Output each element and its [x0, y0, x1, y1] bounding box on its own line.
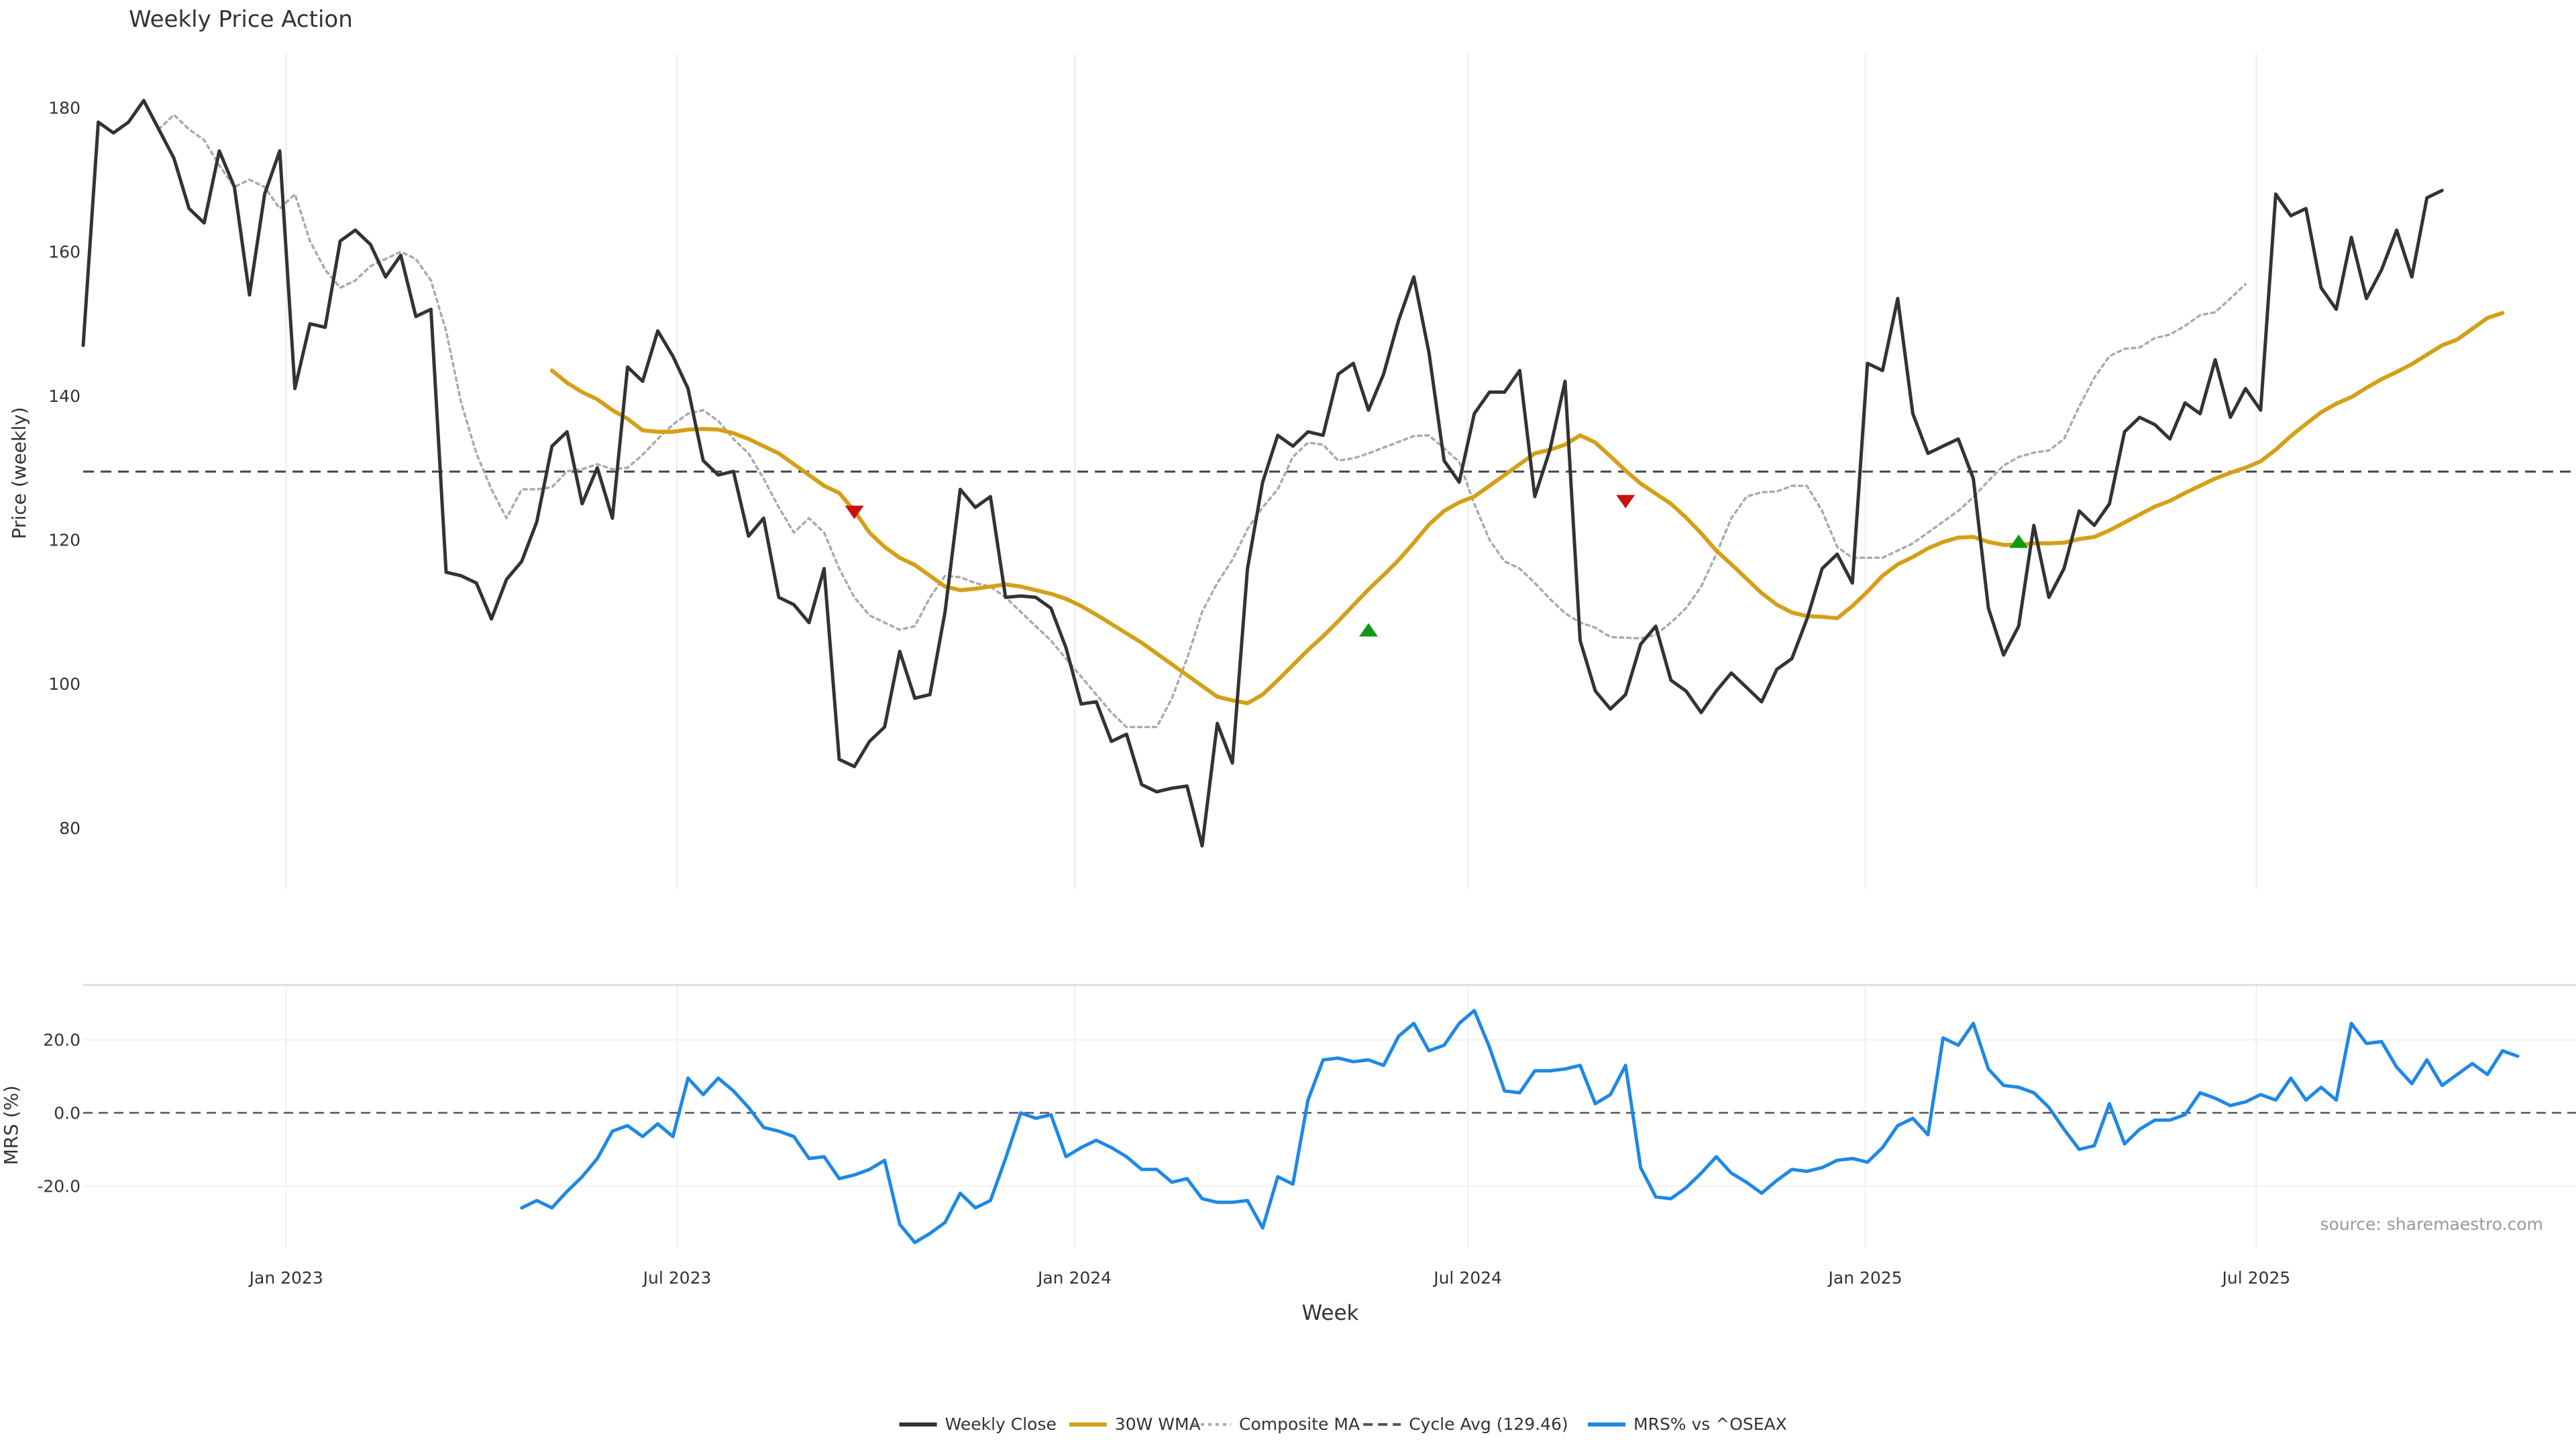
- x-tick-label: Jan 2023: [248, 1268, 323, 1288]
- sell-signal-marker: [1616, 495, 1635, 509]
- legend-item: Cycle Avg (129.46): [1363, 1414, 1568, 1434]
- price-y-tick-label: 120: [48, 530, 80, 550]
- price-y-tick-label: 180: [48, 98, 80, 117]
- mrs-y-tick-label: 0.0: [54, 1104, 80, 1123]
- wma-30w-line: [549, 311, 2505, 706]
- chart-title: Weekly Price Action: [129, 6, 353, 33]
- legend-item: Composite MA: [1193, 1414, 1360, 1434]
- legend-item: MRS% vs ^OSEAX: [1588, 1414, 1787, 1434]
- price-y-tick-label: 80: [59, 819, 80, 838]
- price-series: [81, 99, 2505, 848]
- mrs-y-axis-label: MRS (%): [0, 1086, 22, 1165]
- buy-signal-marker: [2009, 534, 2029, 548]
- x-tick-label: Jan 2024: [1036, 1268, 1112, 1288]
- mrs-y-tick-label: 20.0: [43, 1031, 80, 1050]
- x-axis-ticks: Jan 2023 Jul 2023 Jan 2024 Jul 2024 Jan 2025…: [248, 1268, 2291, 1288]
- price-y-tick-label: 140: [48, 386, 80, 406]
- x-tick-label: Jul 2024: [1432, 1268, 1502, 1288]
- legend-label: 30W WMA: [1115, 1414, 1201, 1434]
- mrs-y-ticks: -20.0 0.0 20.0: [37, 1031, 80, 1196]
- price-y-ticks: 80 100 120 140 160 180: [48, 98, 80, 837]
- x-axis-label: Week: [1302, 1301, 1359, 1325]
- legend-label: MRS% vs ^OSEAX: [1633, 1414, 1787, 1434]
- signal-markers: [845, 495, 2029, 637]
- price-y-tick-label: 160: [48, 242, 80, 262]
- price-y-tick-label: 100: [48, 674, 80, 694]
- x-tick-label: Jul 2023: [642, 1268, 712, 1288]
- mrs-series: [520, 1008, 2520, 1245]
- x-tick-label: Jan 2025: [1827, 1268, 1902, 1288]
- sell-signal-marker: [845, 505, 864, 519]
- price-y-axis-label: Price (weekly): [8, 407, 30, 539]
- x-tick-label: Jul 2025: [2221, 1268, 2291, 1288]
- buy-signal-marker: [1358, 623, 1378, 637]
- legend-item: 30W WMA: [1069, 1414, 1201, 1434]
- composite-ma-line: [157, 113, 2247, 729]
- source-attribution: source: sharemaestro.com: [2320, 1214, 2544, 1234]
- mrs-y-tick-label: -20.0: [37, 1176, 80, 1196]
- legend-label: Cycle Avg (129.46): [1409, 1414, 1568, 1434]
- weekly-close-line: [81, 99, 2444, 848]
- mrs-line: [520, 1008, 2520, 1245]
- legend-label: Composite MA: [1239, 1414, 1360, 1434]
- mrs-grid: [83, 984, 2576, 1248]
- legend-item: Weekly Close: [899, 1414, 1057, 1434]
- legend: Weekly Close 30W WMA Composite MA Cycle Avg…: [899, 1414, 1787, 1434]
- legend-label: Weekly Close: [945, 1414, 1057, 1434]
